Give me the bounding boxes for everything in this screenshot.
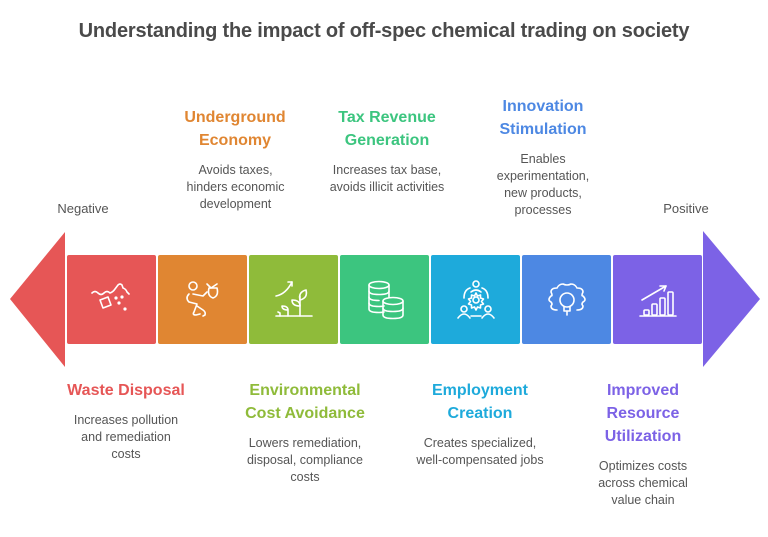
item-improved-resource-utilization: Improved Resource Utilization Optimizes … [578,379,708,509]
tax-revenue-generation-block [340,255,429,344]
item-title: Tax Revenue Generation [338,109,436,149]
positive-label: Positive [663,201,709,216]
underground-economy-block [158,255,247,344]
innovation-stimulation-block [522,255,611,344]
left-arrowhead [10,232,65,367]
right-arrowhead [703,231,760,367]
item-description: Enables experimentation, new products, p… [496,152,590,217]
team-gear-icon [456,279,495,319]
item-environmental-cost-avoidance: Environmental Cost Avoidance Lowers reme… [244,379,366,486]
item-waste-disposal: Waste Disposal Increases pollution and r… [61,379,191,463]
gear-lightbulb-icon [547,282,586,316]
ocean-pollution-icon [90,282,130,311]
item-title: Environmental Cost Avoidance [245,382,365,422]
negative-label: Negative [57,201,109,216]
employment-creation-block [431,255,520,344]
item-description: Creates specialized, well-compensated jo… [416,436,544,467]
item-underground-economy: Underground Economy Avoids taxes, hinder… [170,106,300,213]
item-description: Increases pollution and remediation cost… [73,413,179,461]
item-title: Employment Creation [431,382,528,422]
item-description: Optimizes costs across chemical value ch… [598,459,688,507]
plant-growth-icon [274,280,313,317]
item-title: Waste Disposal [67,382,185,399]
coin-stack-icon [367,280,404,319]
item-employment-creation: Employment Creation Creates specialized,… [410,379,550,469]
item-description: Increases tax base, avoids illicit activ… [329,163,445,194]
item-title: Innovation Stimulation [499,98,587,138]
environmental-cost-avoidance-block [249,255,338,344]
item-title: Improved Resource Utilization [604,382,682,445]
item-description: Lowers remediation, disposal, compliance… [246,436,364,484]
improved-resource-utilization-block [613,255,702,344]
thief-with-bag-icon [185,280,218,317]
item-description: Avoids taxes, hinders economic developme… [186,163,285,211]
item-tax-revenue-generation: Tax Revenue Generation Increases tax bas… [320,106,455,196]
page-title: Understanding the impact of off-spec che… [78,20,690,42]
growth-chart-icon [638,284,677,317]
item-innovation-stimulation: Innovation Stimulation Enables experimen… [478,95,608,219]
waste-disposal-block [67,255,156,344]
item-title: Underground Economy [184,109,286,149]
